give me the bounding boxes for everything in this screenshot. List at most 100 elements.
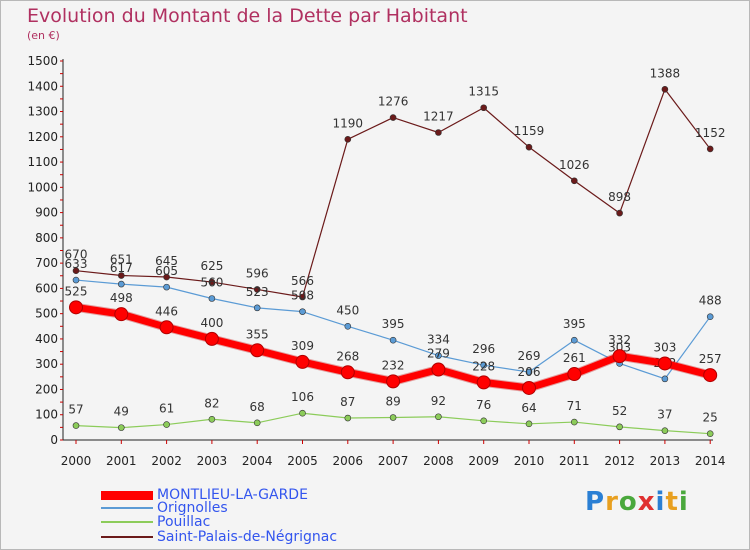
data-label: 1159	[514, 124, 545, 138]
data-point	[295, 354, 310, 369]
y-tick-label: 400	[35, 332, 58, 346]
data-label: 261	[563, 351, 586, 365]
x-tick-label: 2003	[197, 454, 228, 468]
data-label: 625	[200, 259, 223, 273]
legend-swatch-saint-palais	[101, 536, 153, 538]
y-tick-label: 700	[35, 256, 58, 270]
data-label: 1217	[423, 110, 454, 124]
data-label: 64	[521, 401, 536, 415]
data-label: 68	[250, 400, 265, 414]
data-point	[525, 368, 533, 376]
data-label: 25	[703, 411, 718, 425]
data-label: 355	[246, 327, 269, 341]
x-tick-label: 2006	[333, 454, 364, 468]
data-label: 332	[608, 333, 631, 347]
data-point	[208, 295, 216, 302]
x-tick-label: 2007	[378, 454, 409, 468]
x-tick-label: 2000	[61, 454, 92, 468]
y-tick-label: 800	[35, 231, 58, 245]
data-point	[612, 349, 627, 364]
data-label: 488	[699, 294, 722, 308]
data-label: 82	[204, 396, 219, 410]
data-label: 89	[385, 395, 400, 409]
x-tick-label: 2005	[287, 454, 318, 468]
data-point	[435, 352, 442, 359]
data-label: 92	[431, 394, 446, 408]
legend-item-montlieu: MONTLIEU-LA-GARDE	[101, 487, 308, 503]
data-point	[389, 414, 397, 421]
legend-swatch-montlieu	[101, 490, 153, 500]
data-label: 49	[114, 405, 129, 419]
data-label: 257	[699, 352, 722, 366]
data-label: 106	[291, 390, 314, 404]
logo-letter: r	[605, 487, 619, 517]
logo-letter: P	[585, 487, 606, 517]
data-point	[340, 365, 355, 380]
data-label: 61	[159, 402, 174, 416]
data-point	[69, 300, 83, 315]
data-label: 670	[65, 248, 88, 262]
data-point	[208, 415, 216, 423]
data-label: 651	[110, 253, 133, 267]
data-point	[118, 272, 125, 279]
y-tick-label: 0	[50, 433, 58, 447]
y-tick-label: 100	[35, 408, 58, 422]
data-label: 296	[472, 342, 495, 356]
data-label: 303	[653, 340, 676, 354]
y-tick-label: 1400	[27, 79, 58, 93]
data-point	[480, 417, 488, 425]
data-point	[661, 85, 669, 93]
data-label: 52	[612, 404, 627, 418]
legend-label-montlieu: MONTLIEU-LA-GARDE	[157, 487, 308, 503]
logo-letter: i	[655, 487, 666, 517]
data-label: 605	[155, 264, 178, 278]
data-point	[72, 422, 80, 429]
data-point	[480, 104, 488, 112]
y-tick-label: 1500	[27, 54, 58, 68]
data-point	[435, 413, 442, 421]
logo-letter: o	[618, 487, 638, 517]
logo-letter: t	[665, 487, 679, 517]
data-point	[163, 283, 170, 291]
x-tick-label: 2012	[604, 454, 635, 468]
data-label: 71	[567, 399, 582, 413]
logo-letter: i	[678, 487, 689, 517]
data-label: 633	[65, 257, 88, 271]
y-tick-label: 1000	[27, 180, 58, 194]
data-point	[703, 368, 718, 383]
data-label: 446	[155, 304, 178, 318]
data-label: 1276	[378, 95, 409, 109]
legend-label-pouillac: Pouillac	[157, 514, 211, 530]
data-point	[570, 336, 578, 344]
data-point	[208, 278, 216, 286]
x-tick-label: 2014	[695, 454, 726, 468]
data-point	[525, 143, 533, 151]
data-point	[616, 209, 623, 217]
data-label: 898	[608, 190, 631, 204]
legend-label-saint-palais: Saint-Palais-de-Négrignac	[157, 529, 338, 545]
data-label: 334	[427, 333, 450, 347]
data-point	[72, 267, 80, 275]
data-point	[344, 322, 352, 330]
x-tick-label: 2002	[151, 454, 182, 468]
data-point	[657, 356, 672, 371]
legend-swatch-orignolles	[101, 507, 153, 509]
data-point	[299, 293, 306, 301]
logo-letter: x	[637, 487, 656, 517]
data-label: 268	[336, 349, 359, 363]
data-label: 1152	[695, 126, 726, 140]
data-point	[118, 280, 125, 288]
data-label: 269	[518, 349, 541, 363]
data-point	[706, 430, 714, 437]
data-label: 232	[382, 358, 405, 372]
data-point	[706, 145, 714, 153]
x-tick-label: 2008	[423, 454, 454, 468]
data-label: 37	[657, 408, 672, 422]
data-point	[661, 427, 669, 434]
data-point	[250, 343, 265, 358]
data-point	[114, 307, 129, 322]
data-label: 645	[155, 254, 178, 268]
data-point	[386, 374, 401, 389]
data-point	[389, 336, 397, 344]
y-tick-label: 1300	[27, 105, 58, 119]
